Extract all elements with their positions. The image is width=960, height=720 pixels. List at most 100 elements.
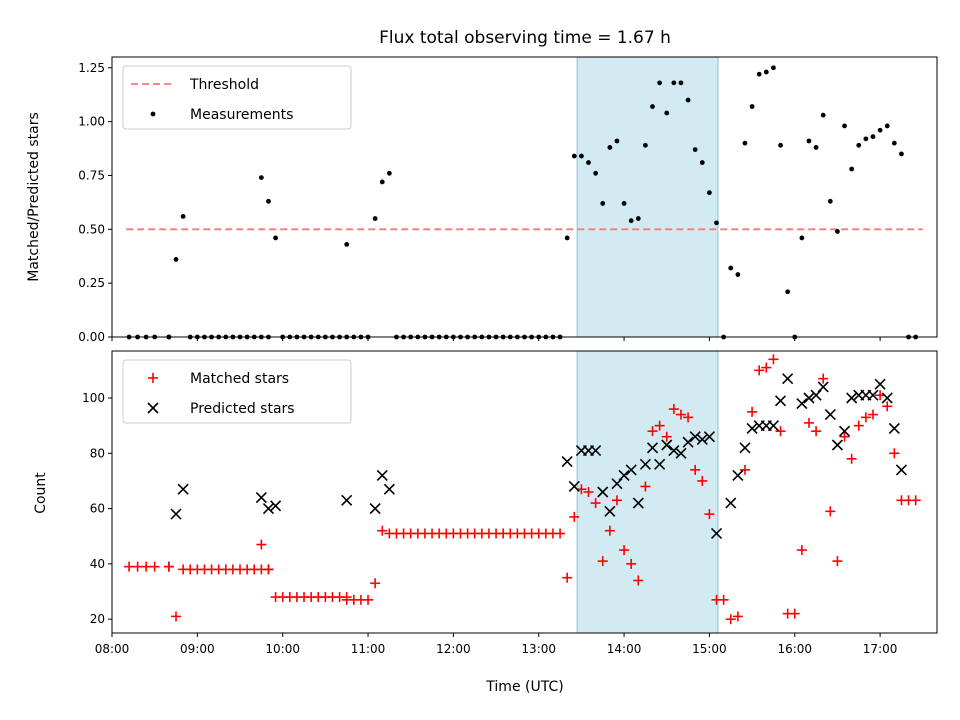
- measurement-point: [258, 175, 264, 181]
- measurement-point: [899, 151, 904, 157]
- predicted-point: [710, 527, 723, 540]
- predicted-point: [682, 436, 694, 448]
- measurement-point: [827, 198, 833, 204]
- measurement-point: [699, 160, 705, 165]
- measurement-point: [835, 229, 840, 234]
- measurement-point: [714, 220, 719, 226]
- predicted-point: [618, 469, 630, 481]
- matched-point: [377, 525, 388, 536]
- y-tick-label: 0.50: [78, 222, 105, 236]
- matched-point: [141, 561, 152, 572]
- measurement-point: [735, 272, 741, 277]
- matched-point: [590, 498, 601, 509]
- matched-point: [697, 475, 708, 486]
- predicted-point: [689, 431, 701, 443]
- measurement-point: [643, 142, 648, 148]
- chart-title: Flux total observing time = 1.67 h: [379, 28, 671, 48]
- matched-point: [171, 611, 182, 622]
- matched-point: [704, 509, 715, 520]
- matched-point: [889, 448, 900, 459]
- predicted-point: [639, 458, 651, 470]
- measurement-point: [799, 235, 805, 241]
- matched-point: [640, 481, 651, 492]
- measurement-point: [806, 138, 812, 144]
- y-tick-label: 20: [90, 612, 105, 626]
- measurement-point: [571, 153, 577, 159]
- matched-point: [668, 404, 679, 415]
- matched-point: [796, 545, 807, 556]
- predicted-point: [341, 494, 353, 506]
- measurement-point: [635, 216, 641, 221]
- measurement-point: [842, 123, 847, 129]
- measurement-point: [564, 235, 570, 241]
- measurement-point: [884, 123, 890, 129]
- y-tick-label: 0.00: [78, 330, 105, 344]
- matched-point: [124, 561, 135, 572]
- matched-point: [562, 572, 573, 583]
- matched-point: [256, 539, 267, 550]
- legend-label: Predicted stars: [190, 401, 295, 417]
- measurement-point: [657, 80, 663, 86]
- measurement-point: [266, 198, 271, 204]
- predicted-point: [696, 433, 708, 446]
- matched-point: [611, 495, 622, 506]
- measurement-point: [891, 140, 897, 146]
- x-tick-label: 17:00: [863, 642, 898, 656]
- measurement-point: [778, 142, 783, 148]
- matched-point: [661, 431, 672, 442]
- bottom-panel: 20 40 60 80 100 08:00 09:00 10:00 11:00 12:00 13:0…: [82, 350, 938, 656]
- matched-point: [163, 561, 174, 572]
- legend: Threshold Measurements: [122, 65, 352, 130]
- legend: Matched stars Predicted stars: [122, 359, 352, 424]
- measurement-point: [607, 145, 613, 150]
- predicted-point: [831, 439, 843, 451]
- matched-point: [747, 406, 758, 417]
- predicted-point: [867, 389, 879, 401]
- x-tick-label: 10:00: [265, 642, 300, 656]
- matched-point: [583, 487, 594, 497]
- measurement-point: [600, 201, 606, 206]
- predicted-point: [767, 420, 779, 432]
- matched-point: [647, 426, 658, 437]
- predicted-point: [177, 483, 189, 495]
- x-tick-label: 13:00: [521, 642, 556, 656]
- predicted-point: [646, 442, 659, 454]
- predicted-point: [170, 508, 182, 520]
- measurement-point: [763, 69, 769, 75]
- measurement-point: [578, 153, 584, 159]
- matched-point: [811, 426, 822, 437]
- predicted-point: [661, 439, 673, 451]
- matched-point: [768, 354, 779, 365]
- measurement-point: [628, 218, 634, 224]
- predicted-point: [732, 469, 744, 481]
- measurement-point: [593, 170, 599, 176]
- predicted-point: [262, 503, 275, 515]
- matched-point: [803, 417, 814, 428]
- y-tick-label: 100: [82, 391, 105, 405]
- bottom-y-axis-label: Count: [33, 472, 49, 514]
- measurement-point: [685, 97, 691, 103]
- matched-point: [860, 412, 871, 423]
- matched-point: [132, 561, 143, 572]
- predicted-point: [561, 456, 573, 468]
- x-tick-label: 16:00: [777, 642, 812, 656]
- predicted-point: [597, 486, 609, 498]
- measurement-point: [756, 71, 762, 77]
- measurement-point: [707, 190, 712, 196]
- predicted-point: [782, 373, 794, 385]
- matched-point: [846, 453, 857, 464]
- measurement-point: [671, 80, 677, 86]
- predicted-point: [632, 497, 644, 509]
- measurement-point: [344, 241, 350, 247]
- measurement-point: [728, 265, 734, 271]
- measurement-point: [386, 170, 392, 176]
- matched-point: [597, 556, 608, 567]
- predicted-point: [369, 503, 381, 515]
- matched-point: [569, 511, 580, 522]
- matched-point: [654, 420, 665, 431]
- matched-point: [867, 409, 878, 420]
- top-panel: 0.00 0.25 0.50 0.75 1.00 1.25 Threshold Measure…: [78, 56, 938, 344]
- y-tick-label: 40: [90, 557, 105, 571]
- legend-box: [122, 359, 352, 424]
- matched-point: [370, 578, 381, 589]
